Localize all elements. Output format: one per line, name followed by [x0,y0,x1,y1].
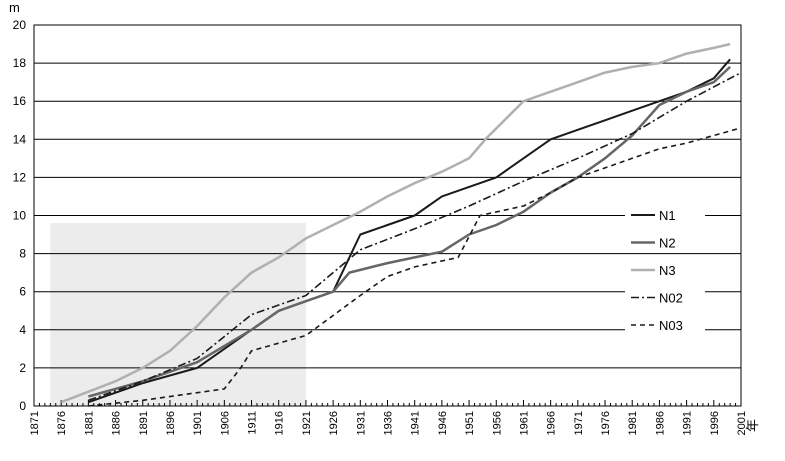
series-line-n3 [60,42,731,404]
shaded-region [50,223,306,406]
x-tick-label: 1896 [165,411,177,435]
x-tick-label: 1936 [383,411,395,435]
x-tick-label: 1976 [600,411,612,435]
legend-label-n02: N02 [659,291,683,306]
y-tick-label: 10 [13,209,27,223]
x-tick-label: 1991 [682,411,694,435]
x-tick-label: 1886 [111,411,123,435]
legend-bg-n3 [625,261,705,279]
legend: N1 N2 N3 N02 N03 [625,206,705,334]
x-tick-label: 1871 [29,411,41,435]
y-tick-label: 8 [19,247,26,261]
x-tick-label: 1986 [654,411,666,435]
x-tick-label: 2001 [736,411,748,435]
x-tick-label: 1876 [56,411,68,435]
legend-bg-n1 [625,206,705,224]
y-tick-label: 14 [13,132,27,146]
x-tick-label: 1951 [464,411,476,435]
x-tick-label: 1946 [437,411,449,435]
x-tick-label: 1996 [709,411,721,435]
x-tick-label: 1906 [219,411,231,435]
y-tick-label: 12 [13,170,27,184]
x-tick-label: 1981 [627,411,639,435]
legend-bg-n03 [625,316,705,334]
legend-bg-n2 [625,233,705,252]
series-layer [60,42,742,407]
y-tick-label: 0 [19,399,26,413]
y-tick-label: 4 [19,323,26,337]
y-tick-label: 6 [19,285,26,299]
y-tick-label: 2 [19,361,26,375]
y-tick-label: 16 [13,94,27,108]
x-tick-label: 1926 [328,411,340,435]
x-tick-label: 1961 [518,411,530,435]
x-tick-label: 1941 [410,411,422,435]
series-line-n03 [88,127,742,407]
x-tick-label: 1966 [546,411,558,435]
x-tick-label: 1956 [491,411,503,435]
series-line-n2 [88,65,731,398]
legend-label-n2: N2 [659,236,676,251]
axis-layer: 0 2 4 6 8 10 12 14 16 18 20 1871 1876 1881 1886 1891 189… [13,18,748,435]
x-axis-unit: 年 [745,419,760,432]
x-tick-label: 1931 [355,411,367,435]
x-tick-label: 1921 [301,411,313,435]
y-tick-label: 20 [13,18,27,32]
series-line-n02 [88,71,742,402]
x-tick-label: 1911 [247,411,259,435]
legend-bg-n02 [625,288,705,307]
x-tick-label: 1891 [138,411,150,435]
shaded-region-layer [50,223,306,406]
x-tick-label: 1916 [274,411,286,435]
legend-label-n03: N03 [659,318,683,333]
x-tick-label: 1971 [573,411,585,435]
x-tick-label: 1901 [192,411,204,435]
x-tick-label: 1881 [83,411,95,435]
legend-label-n1: N1 [659,208,676,223]
legend-label-n3: N3 [659,263,676,278]
y-tick-label: 18 [13,56,27,70]
y-axis-unit: m [9,0,20,15]
